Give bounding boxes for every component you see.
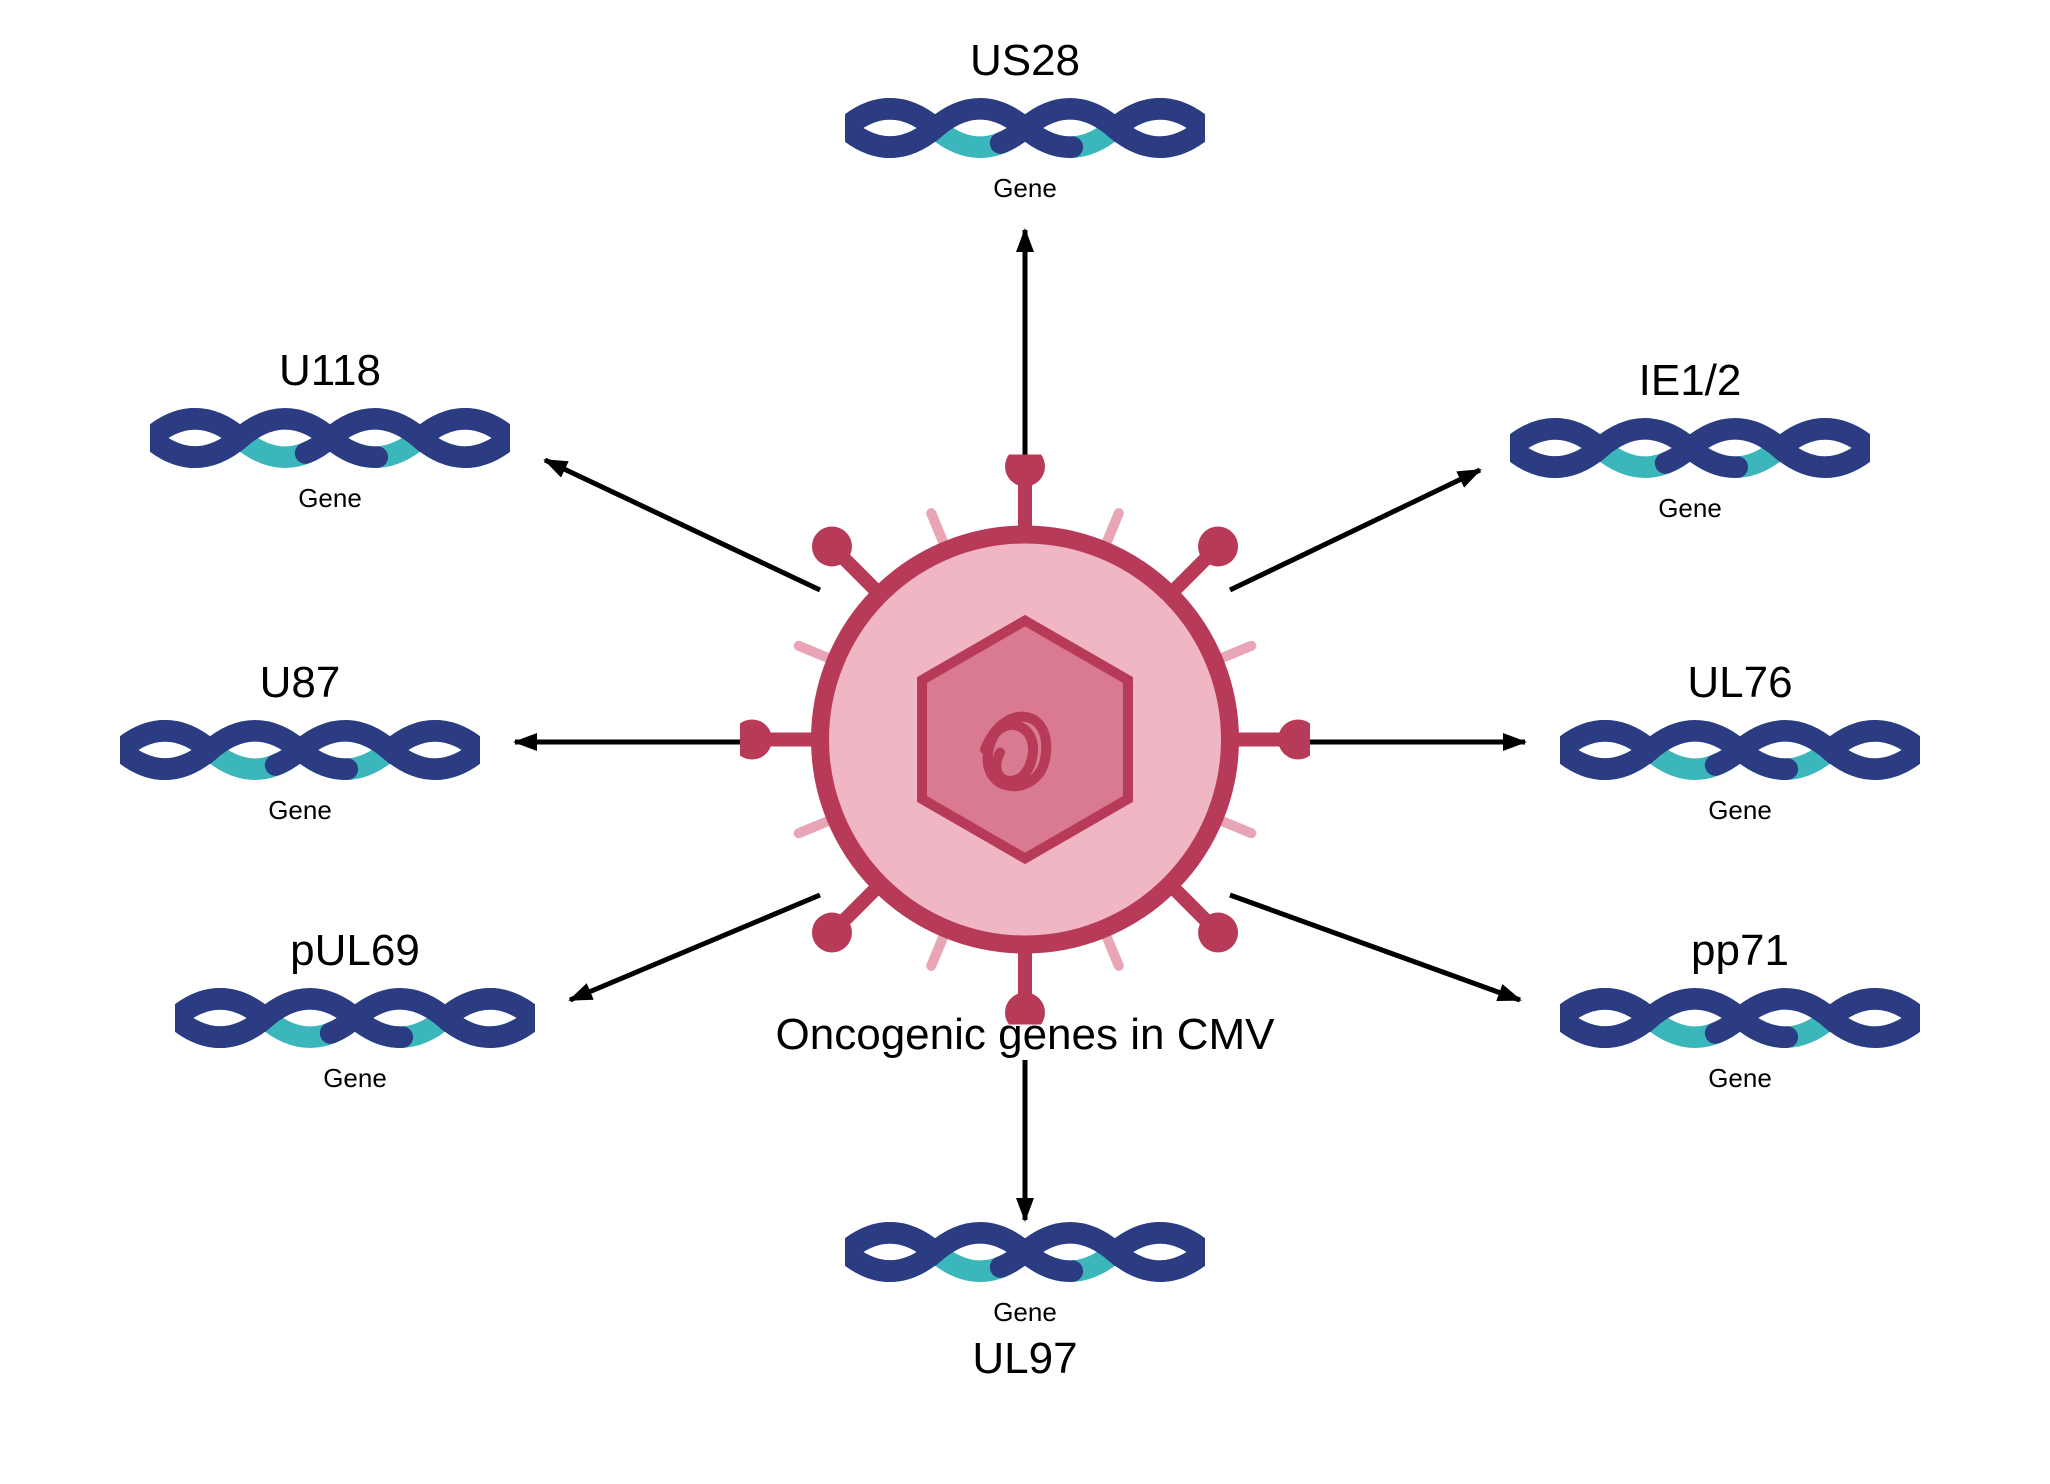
gene-sublabel: Gene bbox=[993, 1297, 1057, 1328]
diagram-canvas: Oncogenic genes in CMV US28 GeneIE1/2 Ge… bbox=[0, 0, 2050, 1484]
dna-helix-icon bbox=[1510, 412, 1870, 489]
gene-name-label: UL97 bbox=[972, 1334, 1077, 1384]
dna-helix-icon bbox=[845, 92, 1205, 169]
dna-helix-icon bbox=[150, 402, 510, 479]
gene-name-label: UL76 bbox=[1687, 658, 1792, 708]
gene-node-ul76: UL76 Gene bbox=[1560, 658, 1920, 826]
gene-name-label: U118 bbox=[279, 346, 381, 396]
gene-name-label: U87 bbox=[260, 658, 341, 708]
gene-node-ie12: IE1/2 Gene bbox=[1510, 356, 1870, 524]
gene-sublabel: Gene bbox=[323, 1063, 387, 1094]
gene-sublabel: Gene bbox=[993, 173, 1057, 204]
gene-node-ul97: Gene UL97 bbox=[845, 1216, 1205, 1384]
cmv-virus-icon bbox=[740, 455, 1310, 1030]
gene-node-u118: U118 Gene bbox=[150, 346, 510, 514]
gene-node-pp71: pp71 Gene bbox=[1560, 926, 1920, 1094]
dna-helix-icon bbox=[120, 714, 480, 791]
gene-name-label: IE1/2 bbox=[1639, 356, 1742, 406]
gene-name-label: pUL69 bbox=[290, 926, 420, 976]
gene-sublabel: Gene bbox=[298, 483, 362, 514]
gene-sublabel: Gene bbox=[1708, 1063, 1772, 1094]
gene-node-pul69: pUL69 Gene bbox=[175, 926, 535, 1094]
diagram-caption: Oncogenic genes in CMV bbox=[776, 1010, 1275, 1060]
gene-sublabel: Gene bbox=[268, 795, 332, 826]
dna-helix-icon bbox=[175, 982, 535, 1059]
gene-name-label: US28 bbox=[970, 36, 1080, 86]
dna-helix-icon bbox=[845, 1216, 1205, 1293]
gene-sublabel: Gene bbox=[1658, 493, 1722, 524]
gene-node-us28: US28 Gene bbox=[845, 36, 1205, 204]
gene-name-label: pp71 bbox=[1691, 926, 1789, 976]
dna-helix-icon bbox=[1560, 714, 1920, 791]
dna-helix-icon bbox=[1560, 982, 1920, 1059]
gene-sublabel: Gene bbox=[1708, 795, 1772, 826]
gene-node-u87: U87 Gene bbox=[120, 658, 480, 826]
